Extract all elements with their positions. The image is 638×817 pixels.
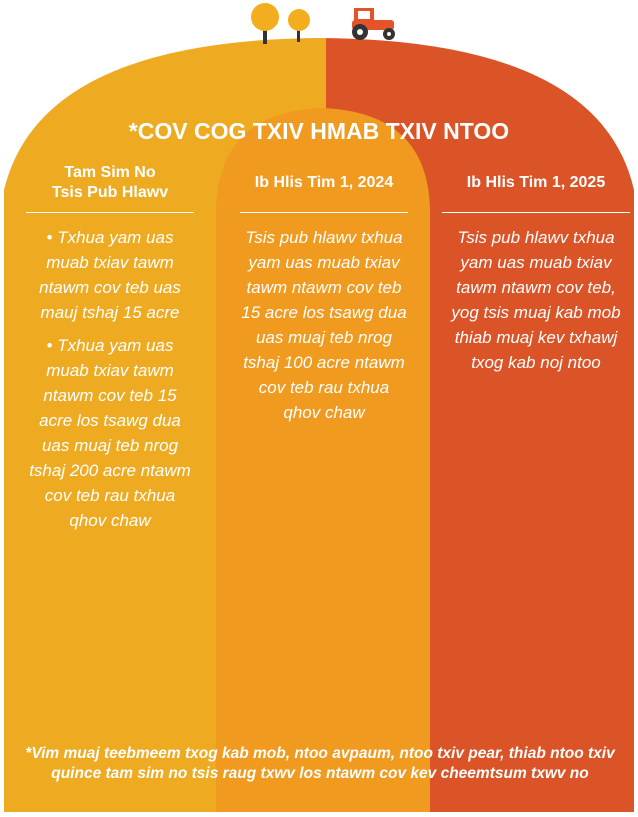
column-text: • Txhua yam uas muab txiav tawm ntawm co…	[29, 336, 191, 530]
column-text: • Txhua yam uas muab txiav tawm ntawm co…	[39, 228, 181, 322]
trees	[251, 3, 310, 44]
column-text: Tsis pub hlawv txhua yam uas muab txiav …	[241, 228, 407, 422]
column-heading: Ib Hlis Tim 1, 2025	[442, 160, 630, 213]
column: Tam Sim No Tsis Pub Hlawv • Txhua yam uas…	[26, 160, 194, 541]
column: Ib Hlis Tim 1, 2024 Tsis pub hlawv txhua …	[240, 160, 408, 433]
column-heading: Ib Hlis Tim 1, 2024	[240, 160, 408, 213]
column: Ib Hlis Tim 1, 2025 Tsis pub hlawv txhua …	[442, 160, 630, 383]
footnote: *Vim muaj teebmeem txog kab mob, ntoo av…	[25, 745, 615, 782]
tractor	[352, 8, 395, 40]
column-heading: Tam Sim No Tsis Pub Hlawv	[26, 160, 194, 213]
title: *COV COG TXIV HMAB TXIV NTOO	[128, 118, 510, 144]
column-text: Tsis pub hlawv txhua yam uas muab txiav …	[451, 228, 621, 372]
